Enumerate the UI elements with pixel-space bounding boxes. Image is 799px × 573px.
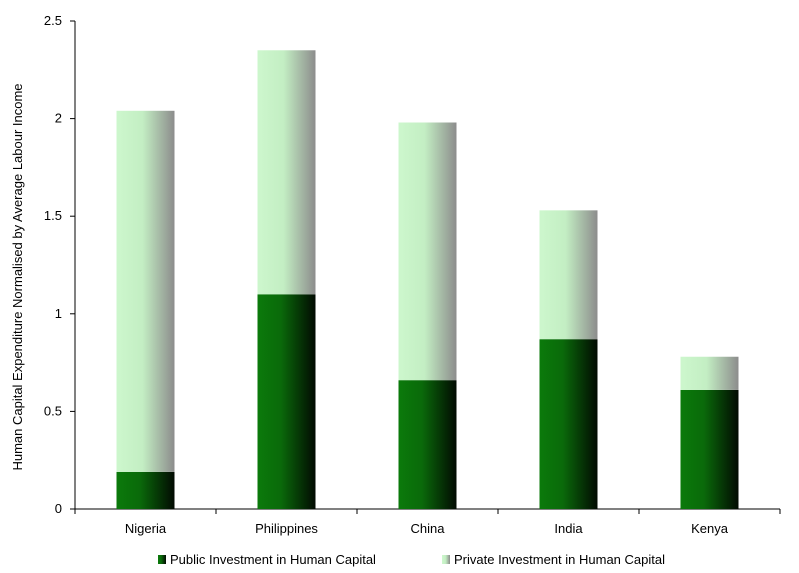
bar-private-india — [539, 210, 598, 340]
x-tick-label: India — [554, 521, 583, 536]
labels: 0 0.5 1 1.5 2 2.5 Nigeria Philippines China India… — [10, 13, 729, 536]
y-tick-label: 1.5 — [44, 208, 62, 223]
x-tick-label: China — [411, 521, 446, 536]
x-tick-label: Philippines — [255, 521, 318, 536]
legend-swatch-public — [158, 555, 166, 564]
y-tick-label: 1 — [55, 306, 62, 321]
axes — [70, 20, 781, 514]
y-tick-label: 0 — [55, 501, 62, 516]
legend: Public Investment in Human Capital Privat… — [158, 552, 665, 567]
bar-public-nigeria — [116, 471, 175, 509]
bars — [116, 50, 739, 509]
y-axis-title: Human Capital Expenditure Normalised by … — [10, 83, 25, 470]
y-tick-label: 2.5 — [44, 13, 62, 28]
x-tick-label: Nigeria — [125, 521, 167, 536]
legend-label-private: Private Investment in Human Capital — [454, 552, 665, 567]
bar-private-kenya — [680, 356, 739, 390]
bar-private-nigeria — [116, 110, 175, 472]
bar-public-kenya — [680, 389, 739, 509]
y-tick-label: 2 — [55, 111, 62, 126]
bar-private-china — [398, 122, 457, 381]
bar-public-philippines — [257, 294, 316, 509]
x-tick-label: Kenya — [691, 521, 729, 536]
legend-swatch-private — [442, 555, 450, 564]
legend-label-public: Public Investment in Human Capital — [170, 552, 376, 567]
bar-public-india — [539, 339, 598, 509]
y-tick-label: 0.5 — [44, 403, 62, 418]
bar-public-china — [398, 380, 457, 509]
bar-private-philippines — [257, 50, 316, 295]
